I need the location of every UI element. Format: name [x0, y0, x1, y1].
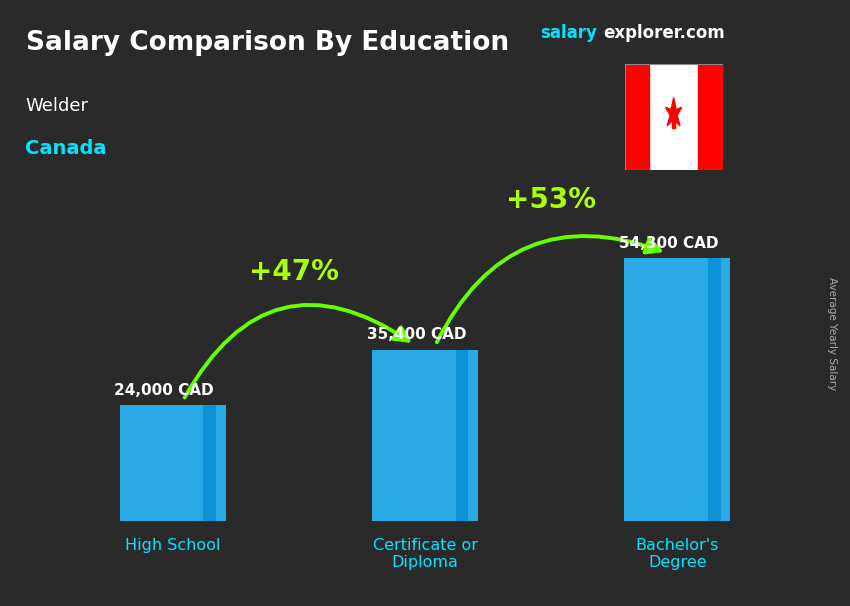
Bar — [624, 258, 730, 521]
Bar — [708, 258, 721, 521]
Text: 24,000 CAD: 24,000 CAD — [115, 382, 214, 398]
Text: Average Yearly Salary: Average Yearly Salary — [827, 277, 837, 390]
Bar — [625, 64, 649, 170]
Bar — [456, 350, 468, 521]
Text: salary: salary — [540, 24, 597, 42]
Text: Salary Comparison By Education: Salary Comparison By Education — [26, 30, 508, 56]
Text: explorer.com: explorer.com — [604, 24, 725, 42]
Text: Canada: Canada — [26, 139, 107, 158]
Bar — [372, 350, 478, 521]
Bar — [698, 64, 722, 170]
Text: Welder: Welder — [26, 97, 88, 115]
Text: +53%: +53% — [506, 185, 596, 214]
Text: +47%: +47% — [249, 258, 339, 286]
Text: 54,300 CAD: 54,300 CAD — [619, 236, 718, 251]
Polygon shape — [666, 98, 682, 126]
Bar — [203, 405, 216, 521]
Polygon shape — [672, 119, 675, 128]
Text: 35,400 CAD: 35,400 CAD — [366, 327, 467, 342]
Bar — [120, 405, 226, 521]
